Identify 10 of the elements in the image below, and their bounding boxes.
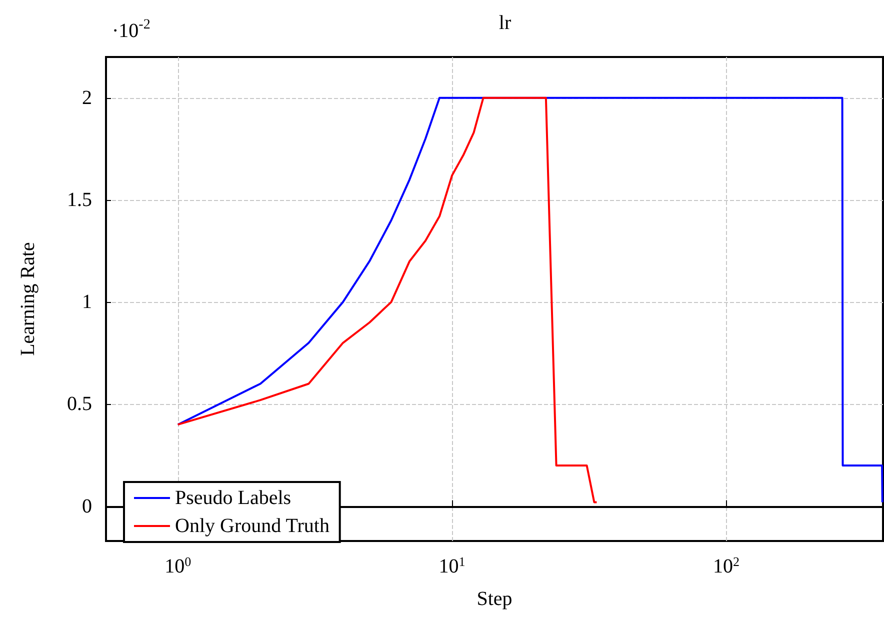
chart-title: lr xyxy=(498,12,512,34)
y-tick-label: 1.5 xyxy=(67,188,92,211)
y-axis-title: Learning Rate xyxy=(17,242,39,356)
y-tick-label: 0.5 xyxy=(67,393,92,416)
y-tick-label: 2 xyxy=(82,86,92,109)
x-axis-title: Step xyxy=(476,588,512,610)
legend-label: Only Ground Truth xyxy=(175,515,330,537)
y-tick-label: 0 xyxy=(82,495,92,518)
y-tick-label: 1 xyxy=(82,291,92,314)
legend-label: Pseudo Labels xyxy=(175,487,292,509)
